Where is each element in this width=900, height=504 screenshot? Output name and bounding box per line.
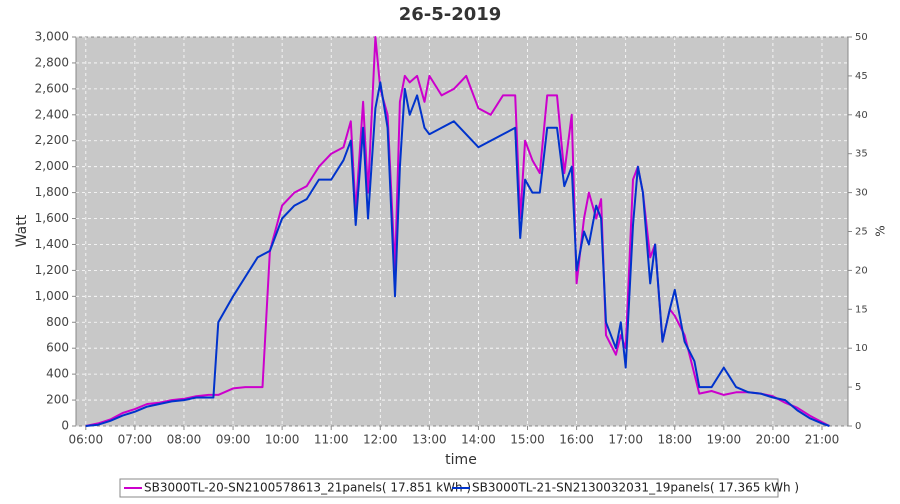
x-tick-label: 10:00 xyxy=(265,433,300,447)
y-tick-label: 0 xyxy=(61,419,69,433)
y-tick-label: 2,000 xyxy=(35,159,69,173)
series-line xyxy=(85,81,830,427)
y-tick-label: 2,600 xyxy=(35,81,69,95)
x-tick-label: 06:00 xyxy=(69,433,104,447)
y2-tick-label: 50 xyxy=(855,32,868,43)
x-tick-label: 08:00 xyxy=(167,433,202,447)
y-tick-label: 2,200 xyxy=(35,133,69,147)
y-tick-label: 1,600 xyxy=(35,211,69,225)
y-tick-label: 800 xyxy=(46,315,69,329)
x-tick-label: 09:00 xyxy=(216,433,251,447)
y2-axis-label: % xyxy=(874,225,888,236)
y-tick-label: 1,000 xyxy=(35,289,69,303)
x-tick-label: 20:00 xyxy=(756,433,791,447)
x-tick-label: 14:00 xyxy=(461,433,496,447)
x-tick-label: 13:00 xyxy=(412,433,447,447)
x-tick-label: 16:00 xyxy=(559,433,594,447)
y-tick-label: 400 xyxy=(46,367,69,381)
x-tick-label: 18:00 xyxy=(657,433,692,447)
y2-tick-label: 10 xyxy=(855,343,868,354)
chart-title: 26-5-2019 xyxy=(399,4,502,25)
legend-label: SB3000TL-21-SN2130032031_19panels( 17.36… xyxy=(472,481,799,495)
y2-tick-label: 35 xyxy=(855,149,868,160)
legend-label: SB3000TL-20-SN2100578613_21panels( 17.85… xyxy=(144,481,471,495)
y2-tick-label: 30 xyxy=(855,188,868,199)
y-axis-label: Watt xyxy=(14,214,30,247)
y-tick-label: 200 xyxy=(46,393,69,407)
y2-tick-label: 5 xyxy=(855,382,861,393)
y2-tick-label: 25 xyxy=(855,227,868,238)
y2-tick-label: 45 xyxy=(855,71,868,82)
x-tick-label: 19:00 xyxy=(707,433,742,447)
y2-tick-label: 15 xyxy=(855,304,868,315)
y-tick-label: 2,800 xyxy=(35,55,69,69)
x-tick-label: 07:00 xyxy=(118,433,153,447)
y-tick-label: 1,400 xyxy=(35,237,69,251)
x-tick-label: 17:00 xyxy=(608,433,643,447)
y2-tick-label: 0 xyxy=(855,421,861,432)
y-tick-label: 1,200 xyxy=(35,263,69,277)
y2-tick-label: 40 xyxy=(855,110,868,121)
x-tick-label: 21:00 xyxy=(805,433,840,447)
y-tick-label: 2,400 xyxy=(35,107,69,121)
y-tick-label: 600 xyxy=(46,341,69,355)
x-axis-label: time xyxy=(445,452,477,468)
x-tick-label: 12:00 xyxy=(363,433,398,447)
y2-tick-label: 20 xyxy=(855,265,868,276)
x-tick-label: 15:00 xyxy=(510,433,545,447)
x-tick-label: 11:00 xyxy=(314,433,349,447)
plot-area xyxy=(75,36,849,427)
series-line xyxy=(85,36,830,427)
legend xyxy=(119,478,779,498)
y-tick-label: 3,000 xyxy=(35,30,69,44)
y-tick-label: 1,800 xyxy=(35,185,69,199)
